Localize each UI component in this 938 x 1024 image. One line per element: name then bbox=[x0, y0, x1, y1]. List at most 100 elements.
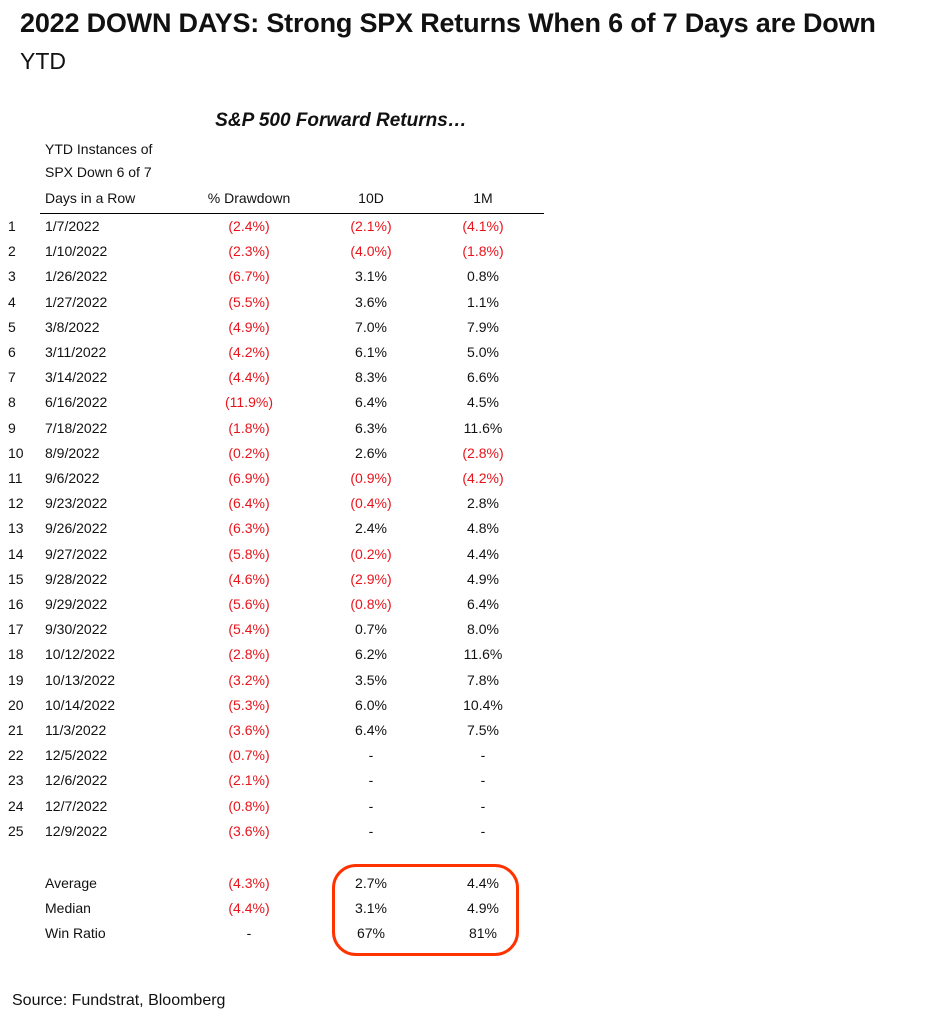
row-return-10d: 6.4% bbox=[355, 722, 387, 738]
row-date: 9/23/2022 bbox=[45, 495, 108, 512]
row-drawdown: (6.7%) bbox=[228, 268, 270, 285]
row-date: 1/26/2022 bbox=[45, 268, 108, 285]
row-drawdown: (2.1%) bbox=[228, 772, 270, 789]
row-return-1m: 4.5% bbox=[467, 394, 499, 411]
table-row: 1 1/7/2022 (2.4%) (2.1%) (4.1%) bbox=[0, 214, 600, 239]
row-return-10d: (0.8%) bbox=[350, 596, 392, 612]
table-row: 7 3/14/2022 (4.4%) 8.3% 6.6% bbox=[0, 365, 600, 390]
row-return-10d: (0.9%) bbox=[350, 470, 392, 486]
row-return-1m: - bbox=[480, 797, 486, 814]
summary-row: Average (4.3%) 2.7% 4.4% bbox=[0, 871, 600, 896]
row-index: 12 bbox=[8, 495, 24, 512]
header-divider bbox=[40, 213, 544, 214]
row-return-1m: 0.8% bbox=[467, 268, 499, 285]
row-return-1m: 7.5% bbox=[467, 722, 499, 738]
row-return-10d: (0.4%) bbox=[350, 495, 392, 512]
row-return-1m: 1.1% bbox=[467, 293, 499, 310]
row-index: 15 bbox=[8, 570, 24, 587]
column-header-drawdown: % Drawdown bbox=[207, 190, 291, 206]
row-index: 24 bbox=[8, 797, 24, 814]
row-return-10d: 3.6% bbox=[355, 293, 387, 310]
table-row: 13 9/26/2022 (6.3%) 2.4% 4.8% bbox=[0, 516, 600, 541]
row-index: 4 bbox=[8, 293, 16, 310]
column-header-date-line1: YTD Instances of bbox=[45, 141, 153, 157]
row-drawdown: (4.2%) bbox=[228, 344, 270, 360]
row-date: 9/28/2022 bbox=[45, 570, 108, 587]
row-drawdown: (11.9%) bbox=[225, 394, 273, 411]
row-index: 1 bbox=[8, 218, 16, 234]
row-return-10d: 6.0% bbox=[355, 696, 387, 713]
row-index: 21 bbox=[8, 722, 24, 738]
table-row: 21 11/3/2022 (3.6%) 6.4% 7.5% bbox=[0, 718, 600, 743]
table-row: 23 12/6/2022 (2.1%) - - bbox=[0, 768, 600, 793]
row-date: 9/26/2022 bbox=[45, 520, 108, 537]
row-return-1m: 4.4% bbox=[467, 545, 499, 562]
row-drawdown: (0.7%) bbox=[228, 747, 270, 764]
row-return-10d: 6.3% bbox=[355, 419, 387, 436]
table-row: 10 8/9/2022 (0.2%) 2.6% (2.8%) bbox=[0, 441, 600, 466]
summary-highlight-circle bbox=[332, 864, 519, 956]
row-index: 13 bbox=[8, 520, 24, 537]
row-return-1m: 2.8% bbox=[467, 495, 499, 512]
table-row: 2 1/10/2022 (2.3%) (4.0%) (1.8%) bbox=[0, 239, 600, 264]
row-return-10d: 2.6% bbox=[355, 444, 387, 461]
table-row: 22 12/5/2022 (0.7%) - - bbox=[0, 743, 600, 768]
row-return-1m: 10.4% bbox=[463, 696, 503, 713]
row-date: 3/8/2022 bbox=[45, 318, 100, 335]
summary-drawdown: (4.3%) bbox=[228, 875, 270, 891]
row-date: 9/29/2022 bbox=[45, 596, 108, 612]
row-drawdown: (0.8%) bbox=[228, 797, 270, 814]
column-header-date-line3: Days in a Row bbox=[45, 190, 136, 206]
table-row: 6 3/11/2022 (4.2%) 6.1% 5.0% bbox=[0, 340, 600, 365]
row-date: 9/30/2022 bbox=[45, 621, 108, 638]
row-return-10d: 2.4% bbox=[355, 520, 387, 537]
row-return-10d: 8.3% bbox=[355, 369, 387, 386]
summary-return-10d: 67% bbox=[356, 925, 386, 942]
row-return-1m: 7.9% bbox=[467, 318, 499, 335]
row-return-1m: 11.6% bbox=[463, 646, 503, 663]
row-drawdown: (4.4%) bbox=[228, 369, 270, 386]
row-drawdown: (5.4%) bbox=[228, 621, 270, 638]
row-index: 7 bbox=[8, 369, 16, 386]
summary-label: Median bbox=[45, 900, 91, 917]
row-index: 19 bbox=[8, 671, 24, 688]
row-index: 2 bbox=[8, 243, 16, 260]
row-drawdown: (2.3%) bbox=[228, 243, 270, 260]
row-return-10d: 6.4% bbox=[355, 394, 387, 411]
row-drawdown: (4.6%) bbox=[228, 570, 270, 587]
summary-label: Win Ratio bbox=[45, 925, 106, 942]
summary-return-1m: 81% bbox=[468, 925, 498, 942]
row-index: 8 bbox=[8, 394, 16, 411]
table-row: 12 9/23/2022 (6.4%) (0.4%) 2.8% bbox=[0, 491, 600, 516]
row-index: 17 bbox=[8, 621, 24, 638]
row-return-10d: 3.5% bbox=[355, 671, 387, 688]
row-date: 12/7/2022 bbox=[45, 797, 108, 814]
row-index: 3 bbox=[8, 268, 16, 285]
row-drawdown: (5.3%) bbox=[228, 696, 270, 713]
row-return-10d: (0.2%) bbox=[350, 545, 392, 562]
row-date: 9/27/2022 bbox=[45, 545, 108, 562]
summary-return-10d: 3.1% bbox=[355, 900, 387, 917]
row-return-1m: - bbox=[480, 747, 486, 764]
table-row: 5 3/8/2022 (4.9%) 7.0% 7.9% bbox=[0, 315, 600, 340]
row-return-1m: (4.2%) bbox=[462, 470, 504, 486]
row-return-10d: (2.9%) bbox=[350, 570, 392, 587]
table-row: 15 9/28/2022 (4.6%) (2.9%) 4.9% bbox=[0, 567, 600, 592]
row-return-1m: 7.8% bbox=[467, 671, 499, 688]
row-return-10d: - bbox=[368, 797, 374, 814]
row-return-1m: - bbox=[480, 772, 486, 789]
row-date: 1/27/2022 bbox=[45, 293, 108, 310]
table-row: 9 7/18/2022 (1.8%) 6.3% 11.6% bbox=[0, 416, 600, 441]
row-drawdown: (0.2%) bbox=[228, 444, 270, 461]
row-date: 3/14/2022 bbox=[45, 369, 108, 386]
row-index: 10 bbox=[8, 444, 24, 461]
table-row: 11 9/6/2022 (6.9%) (0.9%) (4.2%) bbox=[0, 466, 600, 491]
row-index: 14 bbox=[8, 545, 24, 562]
row-return-10d: 6.2% bbox=[355, 646, 387, 663]
table-title: S&P 500 Forward Returns… bbox=[215, 110, 467, 131]
row-drawdown: (5.5%) bbox=[228, 293, 270, 310]
summary-row: Win Ratio - 67% 81% bbox=[0, 921, 600, 946]
row-drawdown: (4.9%) bbox=[228, 318, 270, 335]
row-drawdown: (2.8%) bbox=[228, 646, 270, 663]
table-row: 4 1/27/2022 (5.5%) 3.6% 1.1% bbox=[0, 290, 600, 315]
